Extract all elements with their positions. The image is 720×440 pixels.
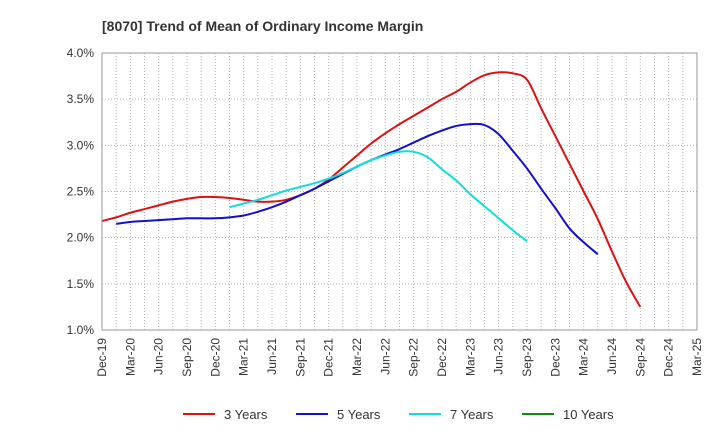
y-tick-label: 2.5%: [67, 185, 95, 199]
legend-item-7-years: 7 Years: [409, 407, 494, 422]
series-lines: [101, 71, 642, 308]
x-tick-label: Mar-23: [463, 338, 477, 376]
x-tick-label: Mar-20: [123, 338, 137, 376]
x-tick-label: Sep-23: [520, 338, 534, 377]
x-axis-ticks: Dec-19 Mar-20 Jun-20 Sep-20 Dec-20 Mar-21 Jun-…: [95, 338, 704, 377]
y-tick-label: 3.0%: [67, 138, 95, 152]
x-tick-label: Mar-21: [237, 338, 251, 376]
series-line-7-years: [229, 150, 528, 243]
chart-title: [8070] Trend of Mean of Ordinary Income …: [102, 18, 423, 34]
y-tick-label: 1.5%: [67, 277, 95, 291]
plot-frame: [101, 52, 698, 331]
legend-item-3-years: 3 Years: [183, 407, 268, 422]
x-tick-label: Mar-22: [350, 338, 364, 376]
x-tick-label: Sep-24: [633, 338, 647, 377]
x-tick-label: Dec-24: [662, 338, 676, 377]
x-tick-label: Jun-24: [605, 338, 619, 375]
legend-item-5-years: 5 Years: [296, 407, 381, 422]
y-tick-label: 1.0%: [67, 323, 95, 337]
x-tick-label: Sep-22: [407, 338, 421, 377]
legend-label: 3 Years: [224, 407, 268, 422]
legend-label: 5 Years: [337, 407, 381, 422]
legend-label: 10 Years: [563, 407, 614, 422]
x-tick-label: Jun-21: [265, 338, 279, 375]
y-tick-label: 3.5%: [67, 92, 95, 106]
grid: [102, 53, 697, 330]
x-tick-label: Sep-20: [180, 338, 194, 377]
series-line-3-years: [101, 71, 642, 308]
legend: 3 Years 5 Years 7 Years 10 Years: [183, 407, 614, 422]
x-tick-label: Dec-22: [435, 338, 449, 377]
x-tick-label: Mar-25: [690, 338, 704, 376]
x-tick-label: Jun-20: [152, 338, 166, 375]
legend-label: 7 Years: [450, 407, 494, 422]
x-tick-label: Dec-21: [322, 338, 336, 377]
legend-item-10-years: 10 Years: [522, 407, 614, 422]
x-tick-label: Dec-20: [208, 338, 222, 377]
y-tick-label: 2.0%: [67, 231, 95, 245]
y-axis-ticks: 1.0% 1.5% 2.0% 2.5% 3.0% 3.5% 4.0%: [67, 46, 95, 337]
x-tick-label: Sep-21: [293, 338, 307, 377]
x-tick-label: Jun-22: [378, 338, 392, 375]
y-tick-label: 4.0%: [67, 46, 95, 60]
x-tick-label: Jun-23: [492, 338, 506, 375]
x-tick-label: Dec-19: [95, 338, 109, 377]
x-tick-label: Dec-23: [548, 338, 562, 377]
x-tick-label: Mar-24: [577, 338, 591, 376]
